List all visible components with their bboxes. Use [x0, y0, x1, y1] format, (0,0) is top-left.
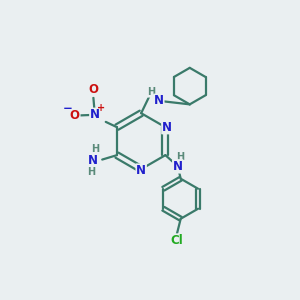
Text: N: N — [136, 164, 146, 177]
Text: +: + — [97, 103, 105, 113]
Text: H: H — [91, 144, 99, 154]
Text: O: O — [70, 109, 80, 122]
Text: N: N — [162, 121, 172, 134]
Text: N: N — [88, 154, 98, 167]
Text: N: N — [173, 160, 183, 173]
Text: H: H — [147, 87, 155, 97]
Text: −: − — [63, 102, 73, 115]
Text: Cl: Cl — [170, 234, 183, 247]
Text: H: H — [176, 152, 184, 162]
Text: N: N — [90, 108, 100, 121]
Text: O: O — [88, 83, 98, 96]
Text: N: N — [154, 94, 164, 107]
Text: H: H — [87, 167, 95, 177]
